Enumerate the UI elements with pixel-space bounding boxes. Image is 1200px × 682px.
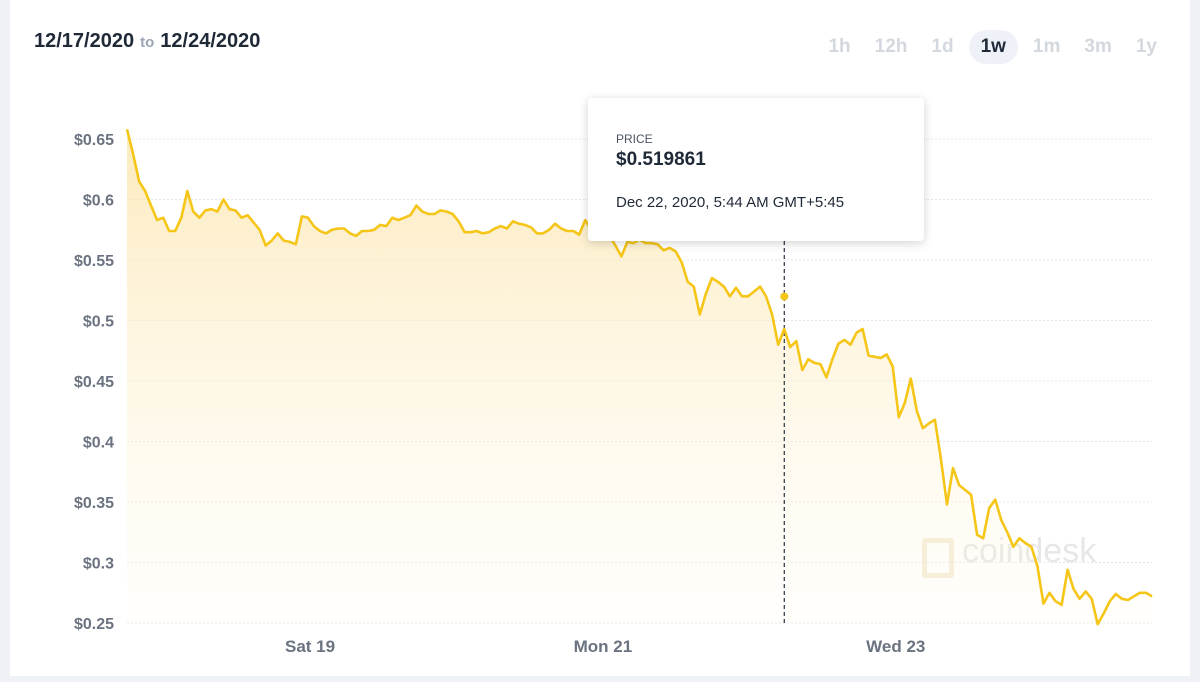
y-tick-label: $0.5 bbox=[83, 314, 114, 331]
x-axis: Sat 19 Mon 21 Wed 23 bbox=[285, 637, 925, 656]
y-tick-label: $0.6 bbox=[83, 193, 114, 210]
period-1y[interactable]: 1y bbox=[1135, 36, 1157, 57]
date-to: 12/24/2020 bbox=[160, 30, 261, 52]
y-tick-label: $0.35 bbox=[74, 495, 114, 512]
date-from: 12/17/2020 bbox=[34, 30, 135, 52]
period-1m[interactable]: 1m bbox=[1032, 36, 1061, 57]
period-1w[interactable]: 1w bbox=[968, 30, 1018, 64]
hover-point bbox=[780, 292, 789, 301]
y-tick-label: $0.3 bbox=[83, 556, 114, 573]
tooltip-label: PRICE bbox=[616, 132, 653, 146]
y-tick-label: $0.65 bbox=[74, 132, 114, 149]
period-1d[interactable]: 1d bbox=[931, 36, 954, 57]
x-tick-label: Wed 23 bbox=[866, 637, 925, 656]
x-tick-label: Mon 21 bbox=[574, 637, 633, 656]
price-tooltip: PRICE $0.519861 Dec 22, 2020, 5:44 AM GM… bbox=[588, 98, 924, 241]
period-3m[interactable]: 3m bbox=[1084, 36, 1112, 57]
y-tick-label: $0.4 bbox=[83, 435, 114, 452]
period-1h[interactable]: 1h bbox=[828, 36, 851, 57]
date-range: 12/17/2020 to 12/24/2020 bbox=[34, 30, 260, 53]
period-12h[interactable]: 12h bbox=[874, 36, 908, 57]
period-selector: 1h 12h 1d 1w 1m 3m 1y bbox=[819, 30, 1166, 64]
y-tick-label: $0.45 bbox=[74, 374, 114, 391]
y-tick-label: $0.55 bbox=[74, 253, 114, 270]
x-tick-label: Sat 19 bbox=[285, 637, 335, 656]
price-area bbox=[127, 129, 1152, 625]
y-axis: $0.65 $0.6 $0.55 $0.5 $0.45 $0.4 $0.35 $0.3 $0.2… bbox=[74, 132, 114, 633]
tooltip-timestamp: Dec 22, 2020, 5:44 AM GMT+5:45 bbox=[616, 194, 845, 211]
y-tick-label: $0.25 bbox=[74, 616, 114, 633]
tooltip-price: $0.519861 bbox=[616, 149, 706, 170]
date-range-separator: to bbox=[140, 34, 155, 51]
